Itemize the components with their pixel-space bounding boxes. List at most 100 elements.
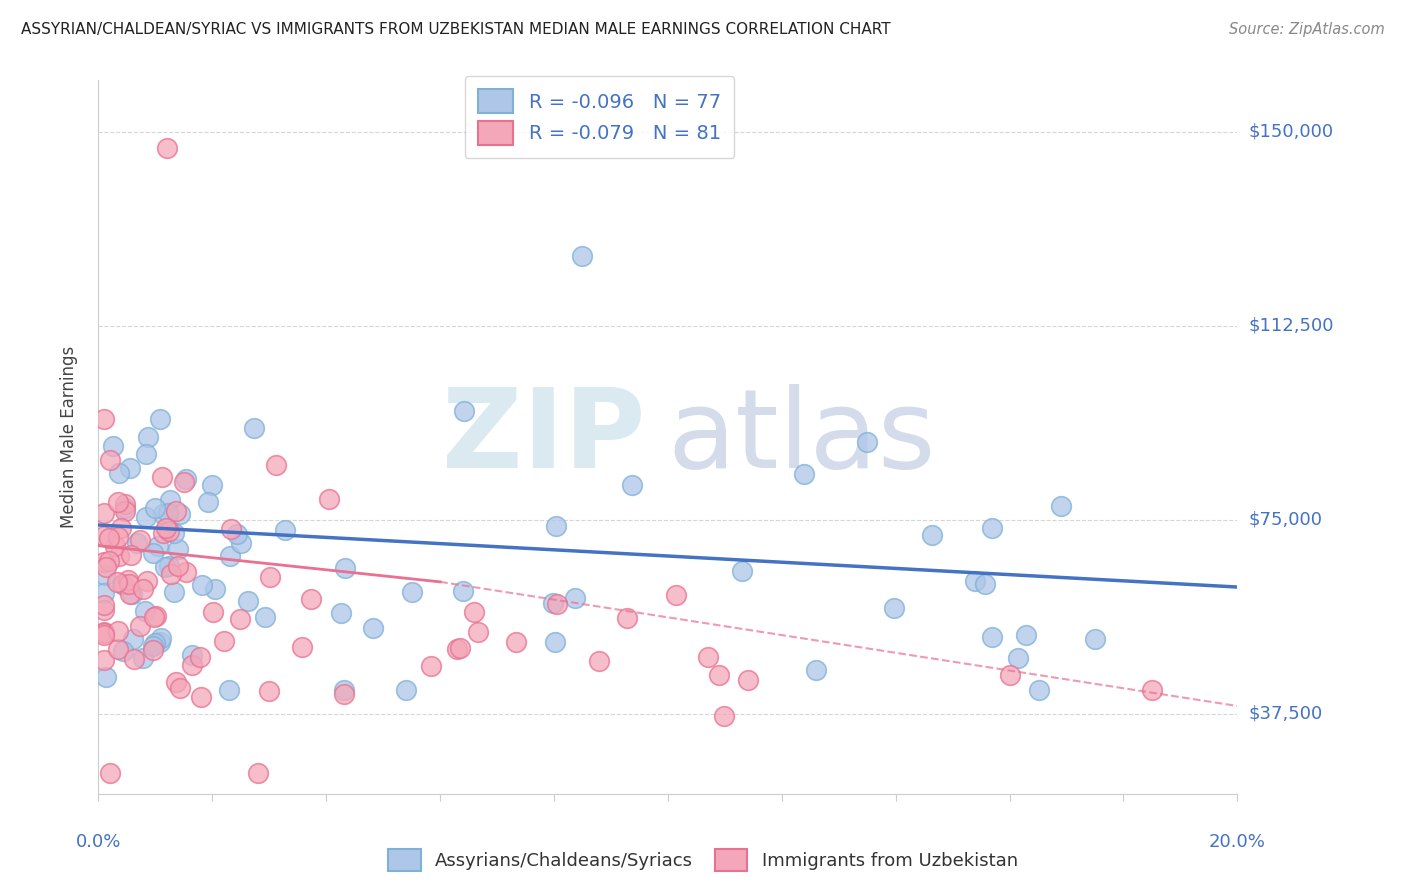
Point	[181, 648, 204, 662]
Point	[145, 608, 167, 623]
Point	[120, 461, 142, 475]
Point	[134, 604, 156, 618]
Point	[238, 594, 260, 608]
Point	[541, 596, 564, 610]
Point	[229, 536, 252, 550]
Point	[973, 576, 995, 591]
Point	[1014, 628, 1036, 642]
Point	[93, 625, 115, 640]
Point	[544, 635, 567, 649]
Point	[111, 577, 134, 591]
Point	[121, 587, 143, 601]
Point	[108, 466, 131, 480]
Point	[467, 624, 489, 639]
Point	[152, 508, 174, 522]
Point	[259, 570, 281, 584]
Point	[544, 518, 567, 533]
Point	[93, 528, 115, 542]
Point	[166, 541, 188, 556]
Point	[152, 526, 174, 541]
Point	[274, 523, 297, 537]
Point	[463, 606, 485, 620]
Point	[93, 506, 115, 520]
Point	[197, 495, 219, 509]
Point	[173, 475, 195, 489]
Point	[163, 585, 186, 599]
Point	[101, 439, 124, 453]
Point	[190, 690, 212, 705]
Y-axis label: Median Male Earnings: Median Male Earnings	[59, 346, 77, 528]
Point	[219, 549, 242, 563]
Text: ZIP: ZIP	[441, 384, 645, 491]
Point	[149, 635, 172, 649]
Point	[621, 477, 644, 491]
Point	[793, 467, 815, 481]
Point	[998, 668, 1021, 682]
Point	[98, 531, 121, 545]
Point	[135, 447, 157, 461]
Point	[963, 574, 986, 588]
Point	[446, 641, 468, 656]
Point	[246, 766, 269, 780]
Text: $37,500: $37,500	[1249, 705, 1323, 723]
Point	[188, 649, 211, 664]
Point	[98, 453, 121, 467]
Point	[169, 681, 191, 696]
Point	[1028, 683, 1050, 698]
Point	[212, 634, 235, 648]
Point	[155, 521, 177, 535]
Point	[143, 500, 166, 515]
Point	[107, 549, 129, 563]
Point	[156, 140, 179, 154]
Point	[291, 640, 314, 654]
Point	[114, 501, 136, 516]
Point	[146, 539, 169, 553]
Point	[588, 654, 610, 668]
Point	[156, 506, 179, 520]
Point	[157, 524, 180, 539]
Point	[731, 564, 754, 578]
Point	[136, 574, 159, 588]
Point	[111, 577, 134, 591]
Point	[505, 634, 527, 648]
Point	[697, 650, 720, 665]
Point	[150, 632, 173, 646]
Text: 20.0%: 20.0%	[1209, 833, 1265, 851]
Point	[804, 663, 827, 677]
Text: ASSYRIAN/CHALDEAN/SYRIAC VS IMMIGRANTS FROM UZBEKISTAN MEDIAN MALE EARNINGS CORR: ASSYRIAN/CHALDEAN/SYRIAC VS IMMIGRANTS F…	[21, 22, 891, 37]
Point	[221, 522, 243, 536]
Point	[120, 587, 142, 601]
Point	[142, 639, 165, 653]
Point	[97, 554, 120, 568]
Point	[242, 421, 264, 435]
Point	[136, 430, 159, 444]
Point	[571, 249, 593, 263]
Point	[107, 624, 129, 638]
Point	[266, 458, 288, 472]
Point	[132, 582, 155, 597]
Point	[330, 607, 353, 621]
Point	[201, 606, 224, 620]
Point	[318, 492, 340, 507]
Point	[453, 404, 475, 418]
Point	[159, 493, 181, 508]
Legend: Assyrians/Chaldeans/Syriacs, Immigrants from Uzbekistan: Assyrians/Chaldeans/Syriacs, Immigrants …	[381, 842, 1025, 879]
Point	[361, 621, 384, 635]
Point	[165, 674, 187, 689]
Point	[125, 536, 148, 550]
Point	[401, 585, 423, 599]
Point	[333, 683, 356, 698]
Point	[1140, 683, 1163, 698]
Point	[114, 504, 136, 518]
Point	[333, 687, 356, 701]
Point	[333, 561, 356, 575]
Point	[174, 565, 197, 579]
Point	[218, 683, 240, 698]
Point	[856, 435, 879, 450]
Point	[114, 497, 136, 511]
Point	[713, 709, 735, 723]
Point	[226, 526, 249, 541]
Point	[107, 642, 129, 657]
Point	[93, 653, 115, 667]
Point	[737, 673, 759, 688]
